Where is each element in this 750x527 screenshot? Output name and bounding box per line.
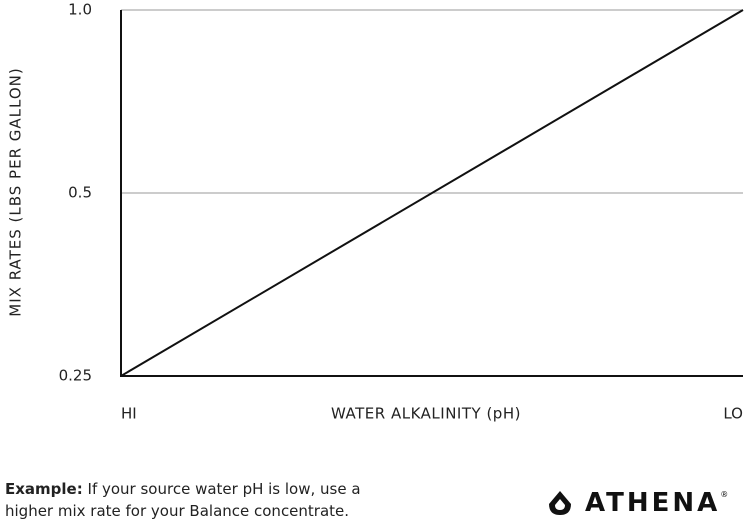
y-axis-title: MIX RATES (LBS PER GALLON) [7, 67, 25, 316]
brand-icon [549, 491, 571, 515]
line [120, 9, 744, 377]
x-axis-title: WATER ALKALINITY (pH) [331, 405, 521, 423]
note-label: Example: [5, 480, 83, 498]
x-tick-label: LO [723, 405, 743, 423]
note-text: If your source water pH is low, use a hi… [5, 480, 361, 520]
brand-trademark: ® [720, 490, 729, 499]
chart: MIX RATES (LBS PER GALLON) WATER ALKALIN… [7, 1, 744, 423]
y-tick-label: 0.25 [59, 367, 92, 385]
y-tick-label: 1.0 [68, 1, 92, 19]
brand-logo: ATHENA ® [545, 488, 728, 518]
x-tick-label: HI [121, 405, 137, 423]
example-note: Example: If your source water pH is low,… [5, 478, 385, 522]
brand-name: ATHENA [585, 488, 721, 518]
y-tick-label: 0.5 [68, 184, 92, 202]
